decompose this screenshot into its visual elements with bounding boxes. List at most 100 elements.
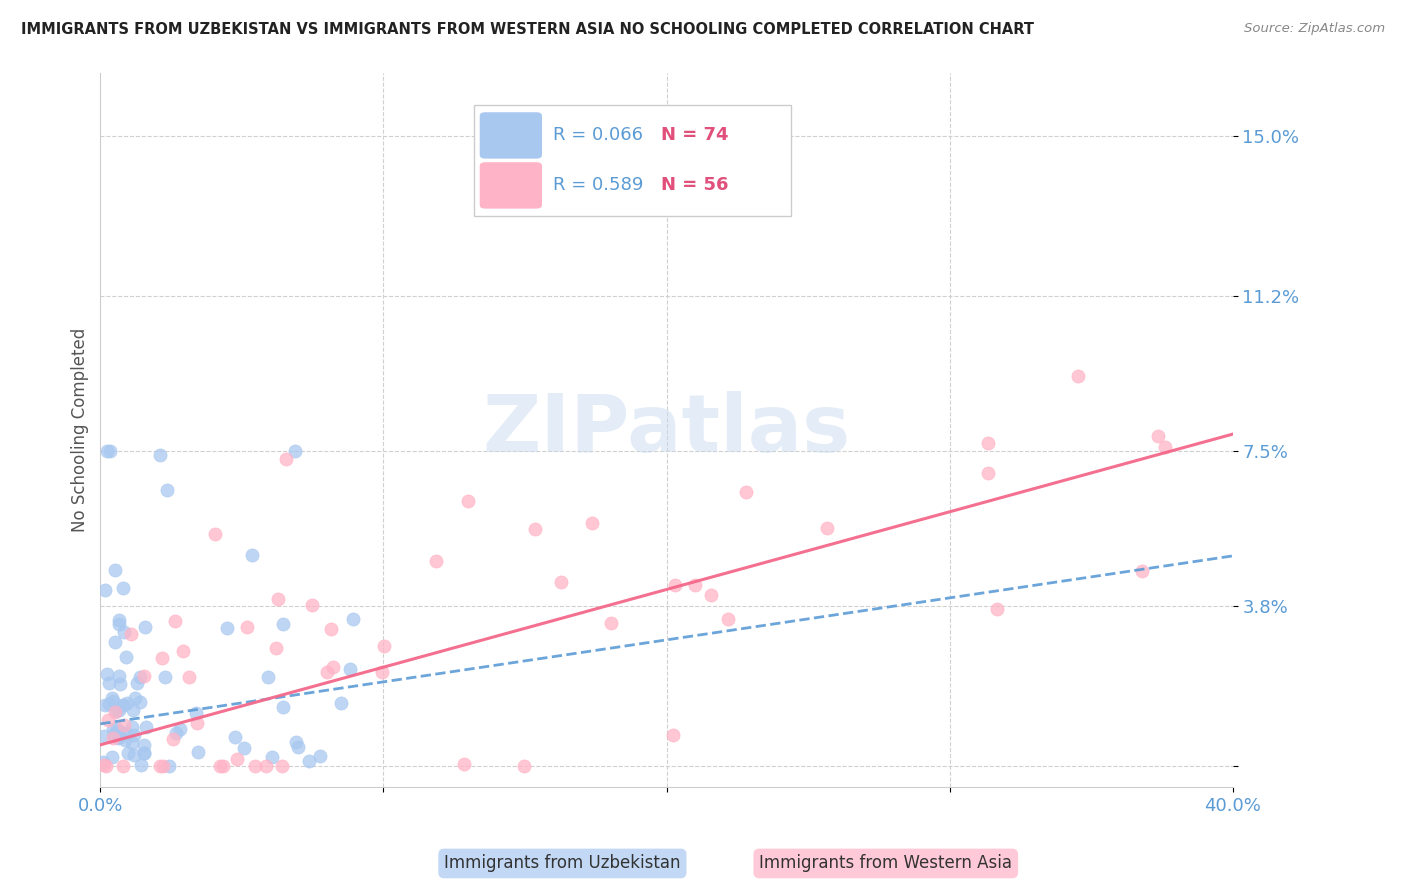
Point [96, 443, 118, 458]
Point [108, 669, 131, 683]
Y-axis label: No Schooling Completed: No Schooling Completed [72, 327, 89, 532]
Point [153, 670, 176, 684]
Point [132, 738, 155, 752]
Point [121, 703, 143, 717]
Point [204, 526, 226, 541]
Point [112, 759, 135, 773]
Point [115, 725, 138, 739]
Point [115, 650, 138, 665]
Point [186, 706, 208, 721]
Point [330, 696, 353, 710]
Point [134, 669, 156, 683]
Point [187, 745, 209, 759]
Point [316, 665, 339, 679]
Point [271, 616, 294, 631]
Point [717, 612, 740, 626]
Point [152, 759, 174, 773]
Point [93, 698, 115, 712]
Point [150, 651, 173, 665]
Point [125, 675, 148, 690]
Point [108, 617, 131, 632]
Point [96, 666, 118, 681]
Point [186, 715, 208, 730]
Point [101, 750, 124, 764]
Point [267, 591, 290, 606]
Point [112, 698, 135, 712]
Point [98, 675, 121, 690]
Point [301, 598, 323, 612]
FancyBboxPatch shape [474, 105, 792, 216]
Point [129, 695, 152, 709]
Point [523, 522, 546, 536]
Point [233, 741, 256, 756]
Point [1067, 369, 1090, 384]
Point [339, 663, 361, 677]
Point [93, 583, 115, 598]
Point [128, 670, 150, 684]
Text: Immigrants from Uzbekistan: Immigrants from Uzbekistan [444, 855, 681, 872]
Point [103, 727, 125, 741]
Point [117, 746, 139, 760]
Point [101, 722, 124, 736]
Point [284, 735, 307, 749]
Point [322, 660, 344, 674]
Point [104, 705, 127, 719]
Point [815, 521, 838, 535]
Point [225, 752, 247, 766]
Point [107, 703, 129, 717]
Point [283, 443, 305, 458]
Point [298, 754, 321, 768]
Point [550, 575, 572, 590]
Point [97, 714, 120, 728]
Point [105, 722, 128, 736]
Point [112, 625, 135, 640]
Point [129, 757, 152, 772]
Point [309, 748, 332, 763]
Point [457, 494, 479, 508]
Point [107, 731, 129, 746]
Point [236, 620, 259, 634]
Point [977, 467, 1000, 481]
Point [134, 747, 156, 761]
Point [215, 621, 238, 635]
Point [104, 563, 127, 577]
Point [121, 720, 143, 734]
Point [224, 730, 246, 744]
Point [115, 696, 138, 710]
Point [149, 448, 172, 462]
Point [977, 435, 1000, 450]
Point [93, 730, 115, 744]
Point [98, 698, 121, 712]
Point [264, 640, 287, 655]
Text: Source: ZipAtlas.com: Source: ZipAtlas.com [1244, 22, 1385, 36]
Point [700, 588, 723, 602]
Text: Immigrants from Western Asia: Immigrants from Western Asia [759, 855, 1012, 872]
Point [111, 581, 134, 595]
Point [271, 700, 294, 714]
Point [257, 671, 280, 685]
Point [287, 740, 309, 755]
Point [177, 670, 200, 684]
Point [91, 756, 114, 770]
Point [163, 614, 186, 628]
Point [600, 615, 623, 630]
Point [104, 634, 127, 648]
Point [212, 759, 235, 773]
Point [112, 718, 135, 732]
Text: ZIPatlas: ZIPatlas [482, 391, 851, 469]
Point [101, 690, 124, 705]
Point [1147, 429, 1170, 443]
Text: IMMIGRANTS FROM UZBEKISTAN VS IMMIGRANTS FROM WESTERN ASIA NO SCHOOLING COMPLETE: IMMIGRANTS FROM UZBEKISTAN VS IMMIGRANTS… [21, 22, 1033, 37]
Point [371, 665, 394, 679]
Point [373, 639, 395, 653]
Point [662, 728, 685, 742]
Point [114, 732, 136, 747]
Point [94, 759, 117, 773]
Point [321, 622, 343, 636]
Point [271, 759, 294, 773]
Point [104, 706, 127, 720]
Point [453, 756, 475, 771]
Point [342, 612, 364, 626]
Point [124, 690, 146, 705]
Point [103, 693, 125, 707]
